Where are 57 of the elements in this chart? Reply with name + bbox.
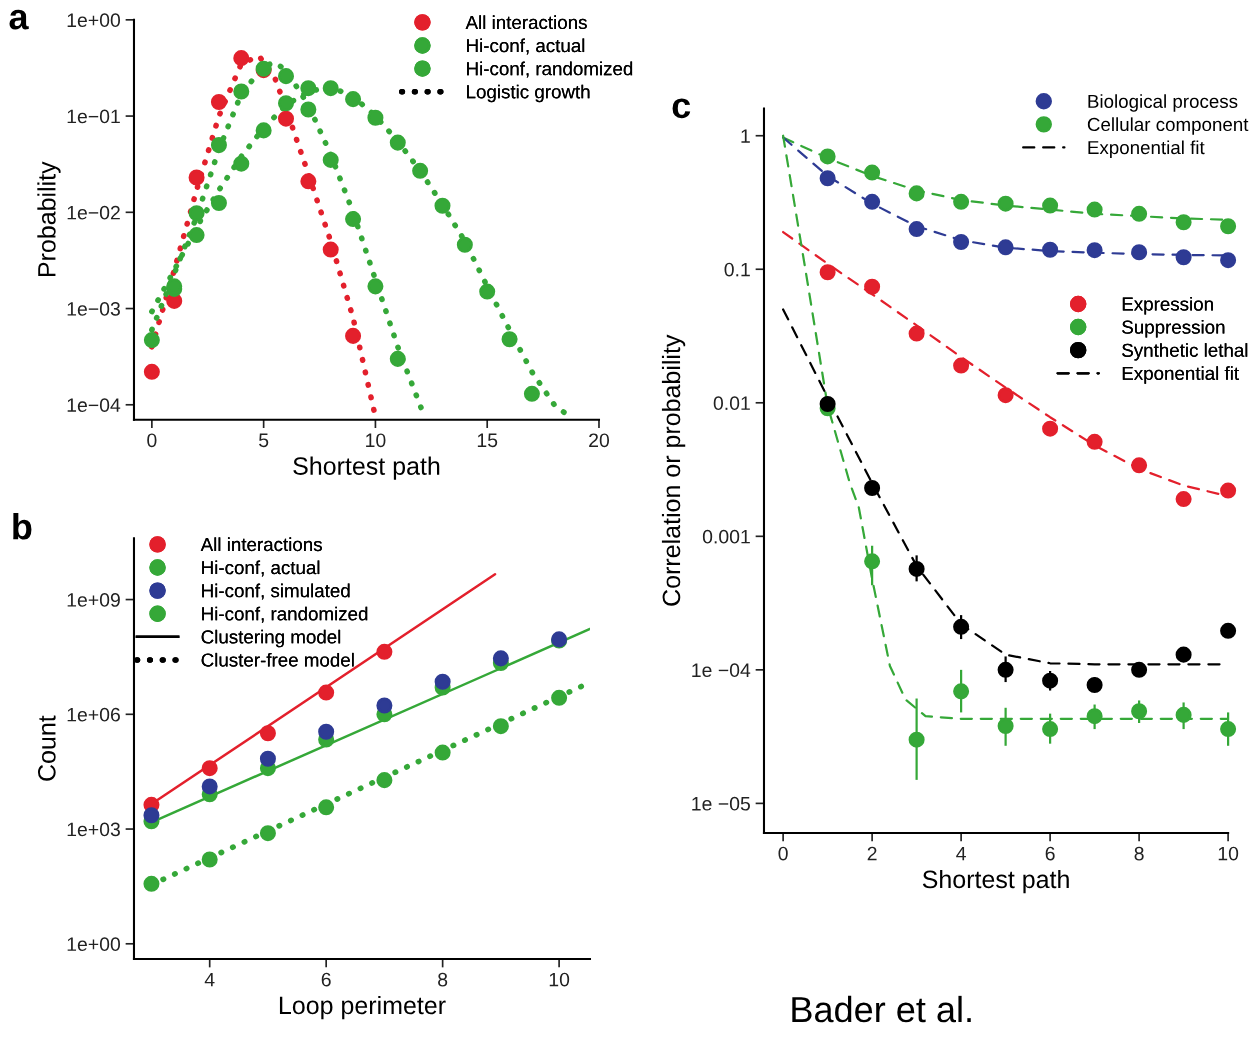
y-tick-label: 1e −04 <box>692 663 751 678</box>
legend-label: Hi-conf, actual <box>467 38 585 55</box>
y-tick-label: 1 <box>741 129 750 143</box>
x-tick-label: 6 <box>321 972 331 987</box>
y-axis-title: Correlation or probability <box>661 334 686 606</box>
legend-label: Exponential fit <box>1122 366 1239 384</box>
x-axis-title: Shortest path <box>922 869 1069 894</box>
legend-label: All interactions <box>465 15 587 30</box>
x-axis-title: Shortest path <box>293 456 440 480</box>
y-tick-label: 1e+00 <box>67 937 121 952</box>
chart-title: b <box>13 513 32 540</box>
legend-label: Hi-conf, actual <box>202 560 320 577</box>
x-tick-label: 4 <box>204 972 215 987</box>
y-tick-label: 1e −05 <box>692 796 750 811</box>
x-tick-label: 8 <box>438 972 448 987</box>
y-tick-label: 0.001 <box>702 529 750 544</box>
x-tick-label: 8 <box>1134 846 1144 861</box>
y-tick-label: 0.01 <box>713 396 750 411</box>
x-tick-label: 20 <box>589 433 610 448</box>
y-tick-label: 1e−03 <box>67 302 120 316</box>
legend-label: Exponential fit <box>1088 140 1205 158</box>
x-tick-label: 5 <box>259 433 269 448</box>
x-tick-label: 6 <box>1045 846 1055 861</box>
x-tick-label: 2 <box>867 846 877 861</box>
x-tick-label: 0 <box>778 846 788 861</box>
x-tick-label: 10 <box>1218 846 1239 861</box>
legend-label: Suppression <box>1122 320 1225 338</box>
y-tick-label: 1e+06 <box>67 707 120 722</box>
y-tick-label: 1e+09 <box>67 593 120 607</box>
x-axis-title: Loop perimeter <box>279 995 446 1020</box>
chart-title: c <box>672 98 691 119</box>
y-tick-label: 1e+03 <box>67 822 120 837</box>
x-tick-label: 0 <box>147 433 157 448</box>
x-tick-label: 10 <box>549 972 570 987</box>
x-tick-label: 10 <box>366 433 386 448</box>
legend-label: Synthetic lethal <box>1122 343 1248 361</box>
y-tick-label: 1e−04 <box>67 398 121 413</box>
legend-label: Logistic growth <box>467 84 590 103</box>
legend-label: Hi-conf, simulated <box>202 583 350 600</box>
x-tick-label: 15 <box>477 433 498 448</box>
y-tick-label: 1e−02 <box>67 205 120 220</box>
chart-title: a <box>9 9 29 30</box>
legend-label: Cluster-free model <box>201 652 354 667</box>
y-axis-title: Probability <box>37 161 61 277</box>
legend-label: Cellular component <box>1087 117 1249 135</box>
legend-label: Hi-conf, randomized <box>467 61 633 78</box>
y-tick-label: 1e−01 <box>67 109 120 124</box>
legend-label: Expression <box>1122 296 1213 315</box>
y-tick-label: 1e+00 <box>67 13 121 28</box>
legend-label: Clustering model <box>201 629 341 648</box>
text: Bader et al. <box>792 995 971 1023</box>
legend-label: Hi-conf, randomized <box>202 606 368 623</box>
y-tick-label: 0.1 <box>724 262 750 277</box>
legend-label: All interactions <box>200 537 322 552</box>
x-tick-label: 4 <box>956 846 966 861</box>
legend-label: Biological process <box>1088 94 1238 112</box>
y-axis-title: Count <box>37 715 56 781</box>
